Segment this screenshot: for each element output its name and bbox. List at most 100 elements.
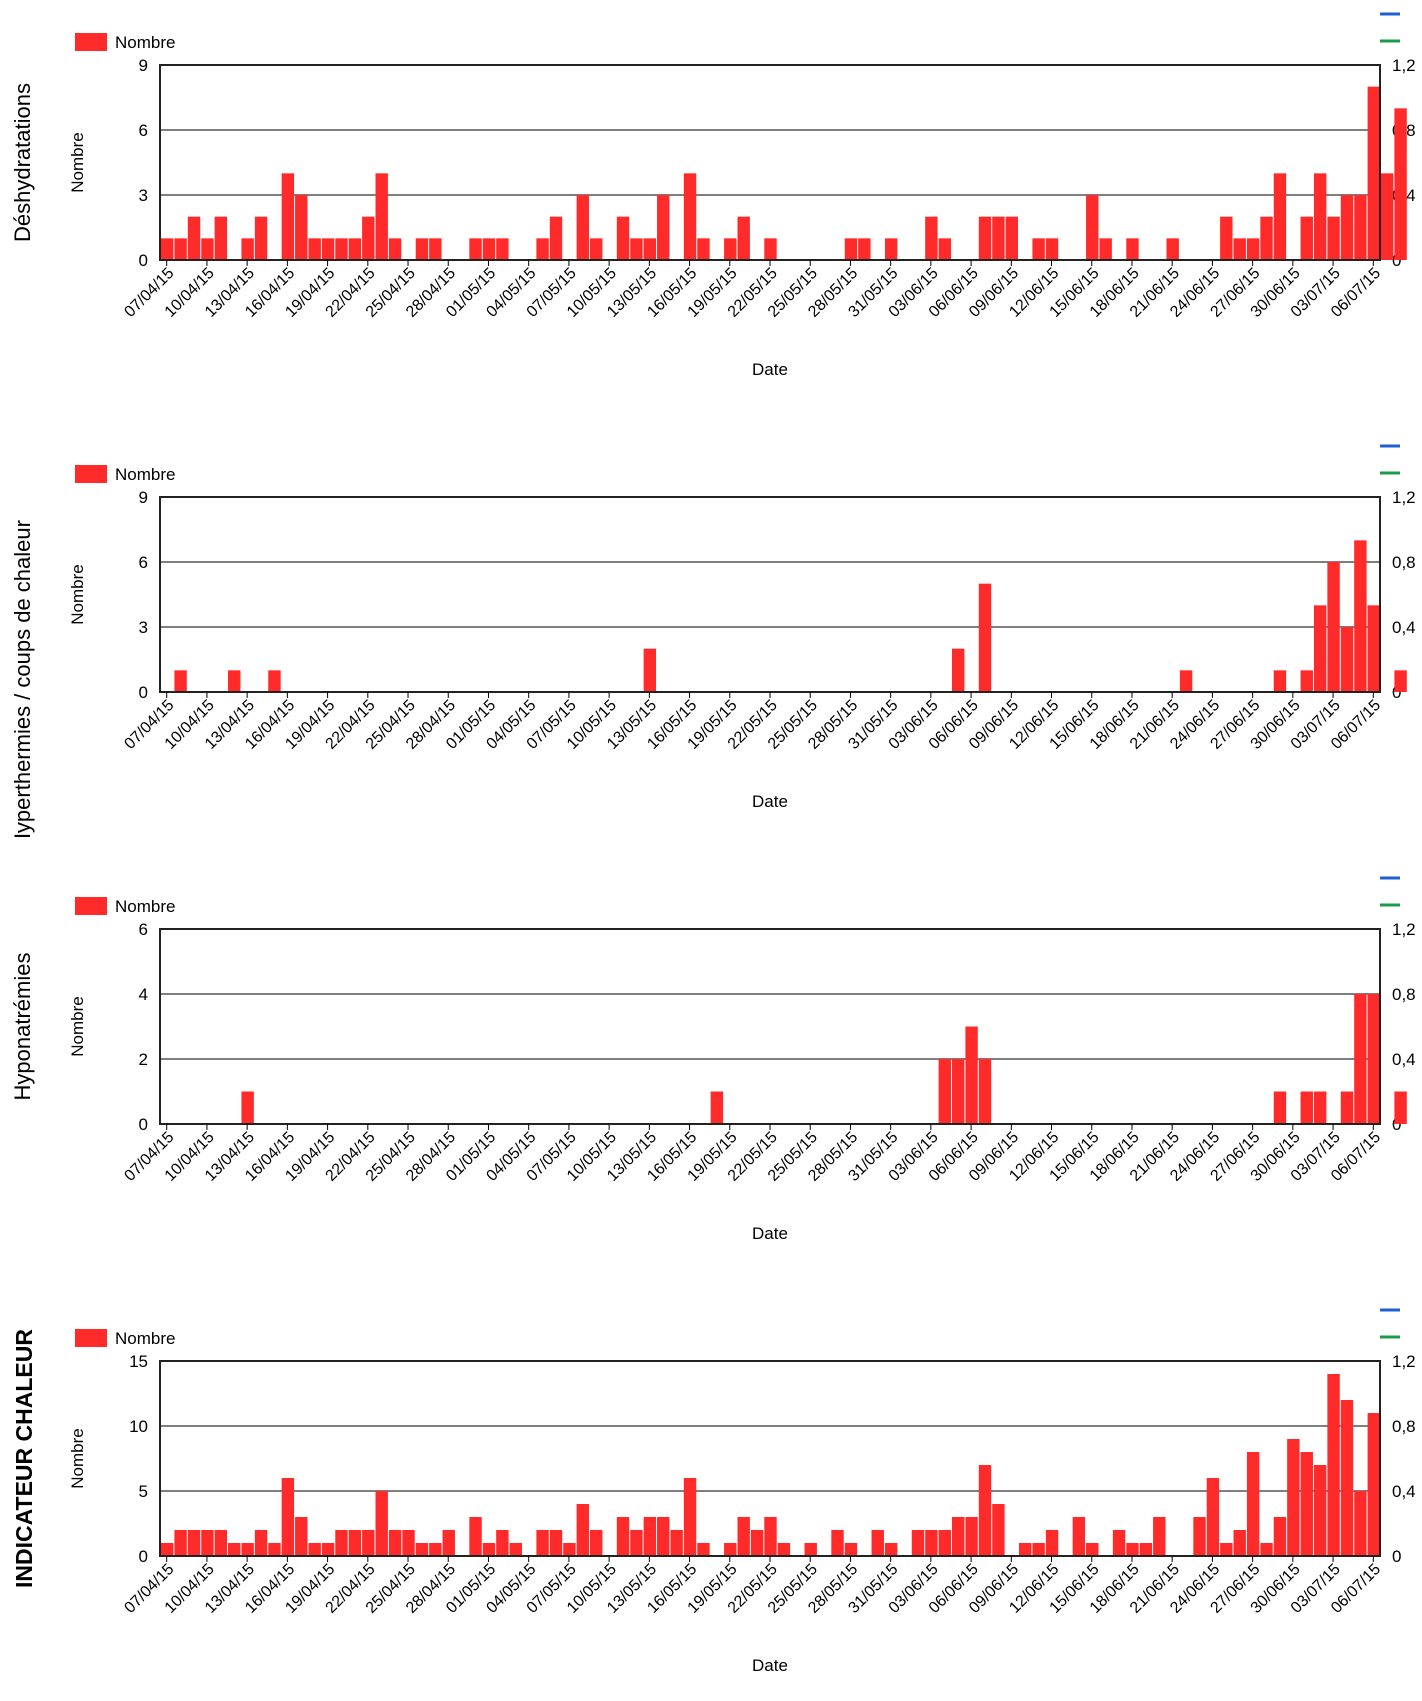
bar — [884, 1543, 898, 1556]
bar — [362, 1530, 375, 1556]
legend-label: Nombre — [115, 897, 175, 916]
bar — [630, 1530, 643, 1556]
bar — [1367, 86, 1380, 261]
bar — [737, 216, 750, 260]
bar — [187, 1530, 201, 1556]
bar — [697, 238, 710, 260]
bar — [1246, 238, 1260, 260]
bar — [308, 1543, 321, 1556]
bar — [616, 216, 630, 260]
y-axis-title: Nombre — [68, 564, 87, 624]
bar — [1300, 1452, 1313, 1556]
bar — [1327, 562, 1340, 692]
y-tick-label: 6 — [139, 553, 148, 572]
bar — [1206, 1478, 1220, 1556]
bar — [482, 238, 496, 260]
plot-frame — [159, 928, 1381, 1125]
bar — [1367, 1413, 1380, 1556]
bar — [228, 670, 241, 692]
bar — [549, 1530, 563, 1556]
bar — [590, 238, 603, 260]
bar — [1394, 108, 1407, 260]
x-axis-title: Date — [752, 1224, 788, 1243]
y-tick-label: 15 — [129, 1352, 148, 1371]
y-tick-label: 0 — [139, 251, 148, 270]
bar — [228, 1543, 241, 1556]
y2-tick-label: 0 — [1392, 1547, 1401, 1566]
bar — [1394, 670, 1407, 692]
bar — [925, 1530, 938, 1556]
bar — [1313, 1091, 1327, 1124]
y2-tick-label: 0,8 — [1392, 1417, 1416, 1436]
bar — [884, 238, 898, 260]
legend-swatch — [75, 33, 107, 51]
bar — [992, 1504, 1005, 1556]
y-tick-label: 0 — [139, 683, 148, 702]
bar — [1327, 216, 1340, 260]
bar — [415, 1543, 429, 1556]
bar — [804, 1543, 817, 1556]
bar — [630, 238, 643, 260]
bar — [1045, 1530, 1059, 1556]
y2-tick-label: 1,2 — [1392, 1352, 1416, 1371]
bar — [174, 670, 187, 692]
bar — [201, 238, 214, 260]
plot-frame — [159, 64, 1381, 261]
bar — [1032, 238, 1045, 260]
bar — [844, 1543, 858, 1556]
y2-tick-label: 1,2 — [1392, 920, 1416, 939]
bar — [1139, 1543, 1153, 1556]
bar — [308, 238, 321, 260]
bar — [402, 1530, 415, 1556]
bar — [321, 238, 335, 260]
bar — [415, 238, 429, 260]
bar — [281, 173, 295, 260]
y2-tick-label: 1,2 — [1392, 488, 1416, 507]
bar — [254, 1530, 268, 1556]
panel-title: INDICATEUR CHALEUR — [11, 1329, 37, 1588]
bar — [1112, 1530, 1126, 1556]
bar — [938, 1530, 951, 1556]
panel-title: Déshydratations — [10, 83, 35, 242]
bar — [348, 238, 362, 260]
bar — [951, 648, 965, 692]
bar — [1126, 238, 1139, 260]
bar — [764, 1517, 777, 1556]
bar — [1287, 1439, 1300, 1556]
bar — [724, 1543, 737, 1556]
y2-tick-label: 0,4 — [1392, 618, 1416, 637]
bar — [871, 1530, 884, 1556]
x-axis-title: Date — [752, 1656, 788, 1675]
bar — [1340, 627, 1354, 692]
bar — [1313, 1465, 1327, 1556]
bar — [254, 216, 268, 260]
bar — [161, 1543, 174, 1556]
bar — [1300, 216, 1313, 260]
bar — [1300, 670, 1313, 692]
bar — [590, 1530, 603, 1556]
legend-label: Nombre — [115, 33, 175, 52]
bar — [576, 195, 590, 260]
bar — [563, 1543, 576, 1556]
bar — [388, 238, 402, 260]
bar — [683, 1478, 697, 1556]
bar — [965, 1517, 978, 1556]
bar — [1313, 173, 1327, 260]
bar — [670, 1530, 683, 1556]
bar — [1313, 605, 1327, 692]
bar — [938, 238, 951, 260]
y-tick-label: 6 — [139, 920, 148, 939]
bar — [496, 238, 509, 260]
bar — [1354, 540, 1367, 692]
bar — [469, 238, 482, 260]
bar — [978, 583, 992, 692]
bar — [1354, 1491, 1367, 1556]
y2-tick-label: 1,2 — [1392, 56, 1416, 75]
bar — [1019, 1543, 1032, 1556]
bar — [657, 195, 670, 260]
bar — [1327, 1374, 1340, 1556]
y2-tick-label: 0,8 — [1392, 985, 1416, 1004]
bar — [375, 1491, 388, 1556]
y-axis-title: Nombre — [68, 996, 87, 1056]
bar — [1220, 1543, 1233, 1556]
